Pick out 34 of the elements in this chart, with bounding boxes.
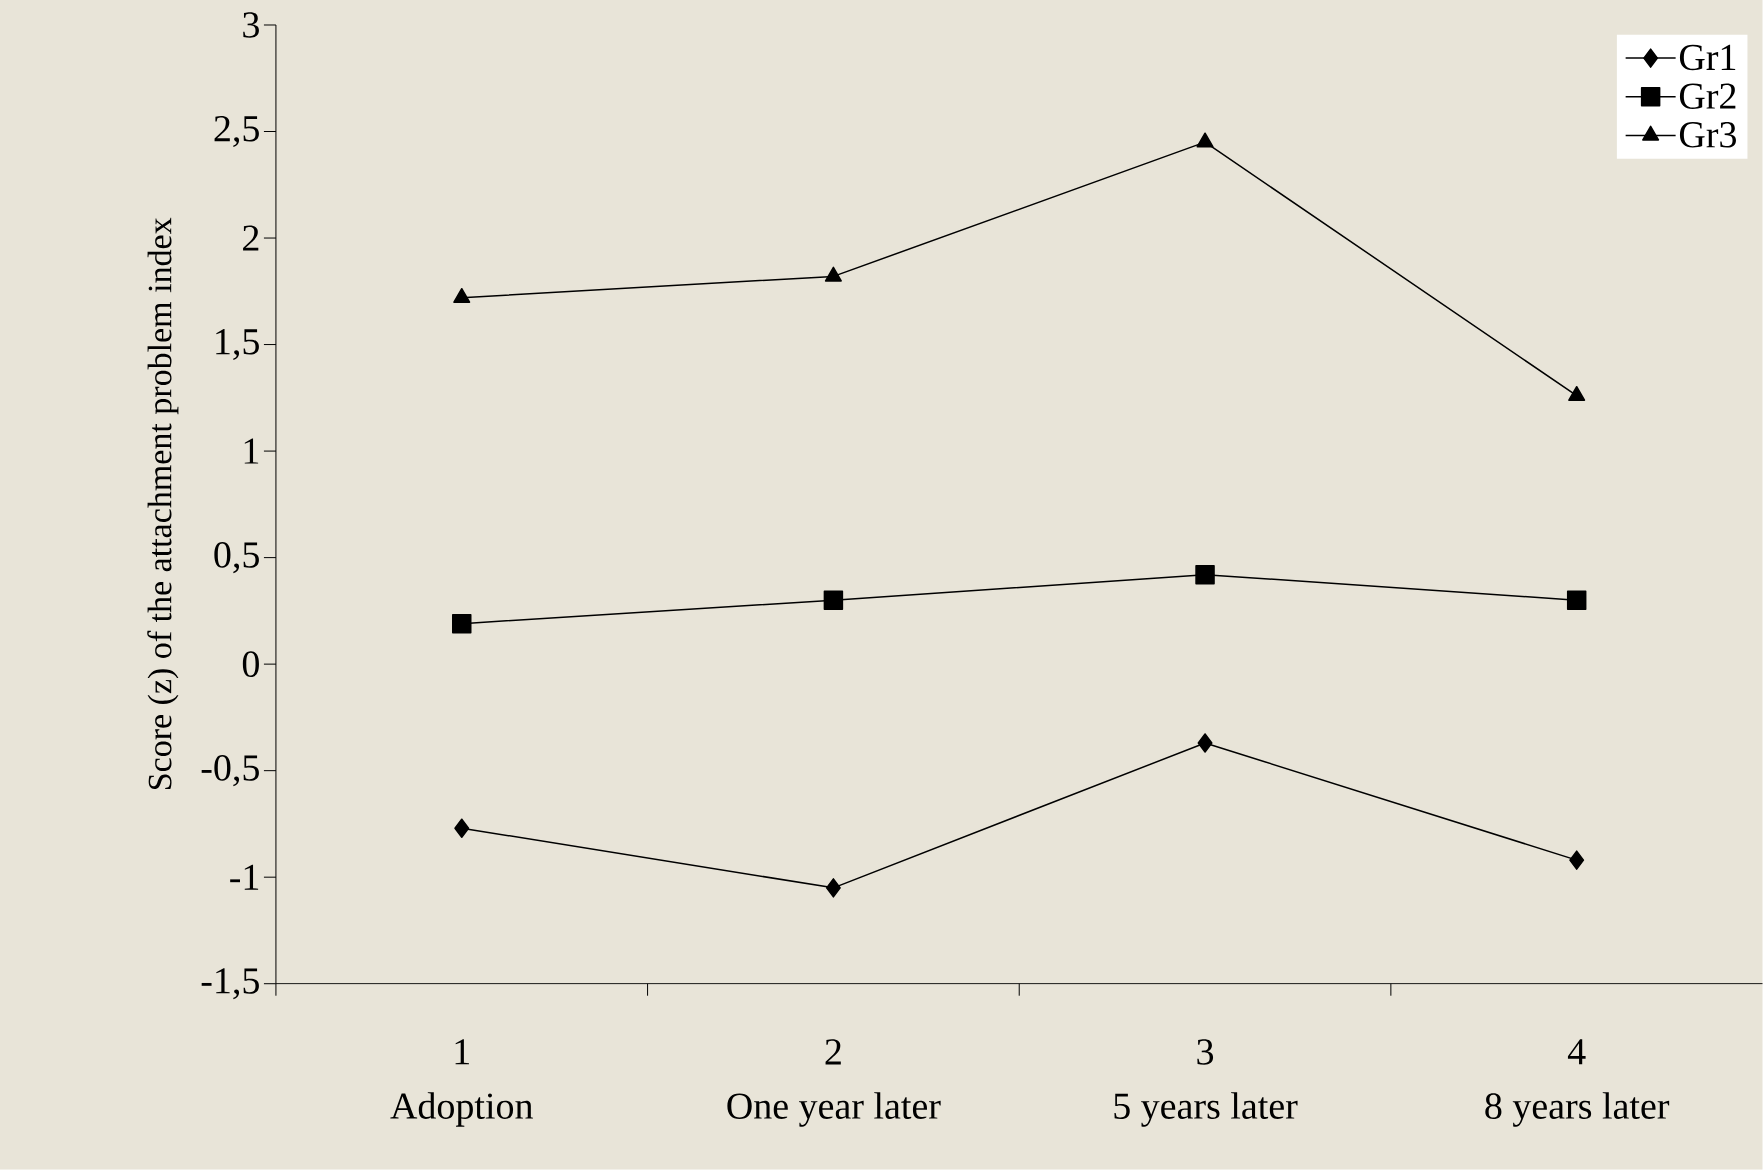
point — [453, 288, 471, 304]
y-tick-label: 2 — [243, 225, 259, 251]
x-tick-label: 3 — [1197, 1039, 1214, 1065]
y-axis-title: Score (z) of the attachment problem index — [147, 217, 179, 790]
x-tick-label: 2 — [825, 1039, 841, 1065]
text: Adoption — [390, 1092, 533, 1127]
y-tick-label: 1 — [244, 438, 259, 464]
point — [1196, 132, 1214, 148]
point — [454, 818, 470, 839]
point — [452, 614, 472, 634]
text: 5 years later — [1114, 1092, 1298, 1127]
text: One year later — [727, 1092, 941, 1127]
x-tick-label: 4 — [1567, 1039, 1586, 1065]
point — [1569, 850, 1585, 871]
point — [825, 878, 841, 898]
legend-label: Gr3 — [1679, 122, 1736, 148]
point — [1566, 590, 1587, 611]
x-tick-label: 1 — [455, 1039, 469, 1065]
y-tick-label: 0 — [242, 651, 259, 678]
y-tick-label: -1,5 — [201, 968, 259, 1000]
y-tick-label: -1 — [230, 864, 259, 890]
legend-label: Gr1 — [1679, 44, 1736, 71]
y-tick-label: 1,5 — [216, 329, 259, 361]
text: 8 years later — [1485, 1092, 1670, 1127]
point — [1197, 733, 1213, 753]
point — [823, 590, 844, 611]
y-tick-label: 2,5 — [214, 116, 259, 148]
point — [824, 266, 842, 282]
legend-label: Gr2 — [1679, 83, 1736, 110]
point — [1195, 565, 1215, 585]
point — [1568, 386, 1586, 402]
y-tick-label: 3 — [243, 12, 259, 38]
y-tick-label: 0,5 — [214, 542, 259, 574]
y-tick-label: -0,5 — [201, 755, 259, 787]
